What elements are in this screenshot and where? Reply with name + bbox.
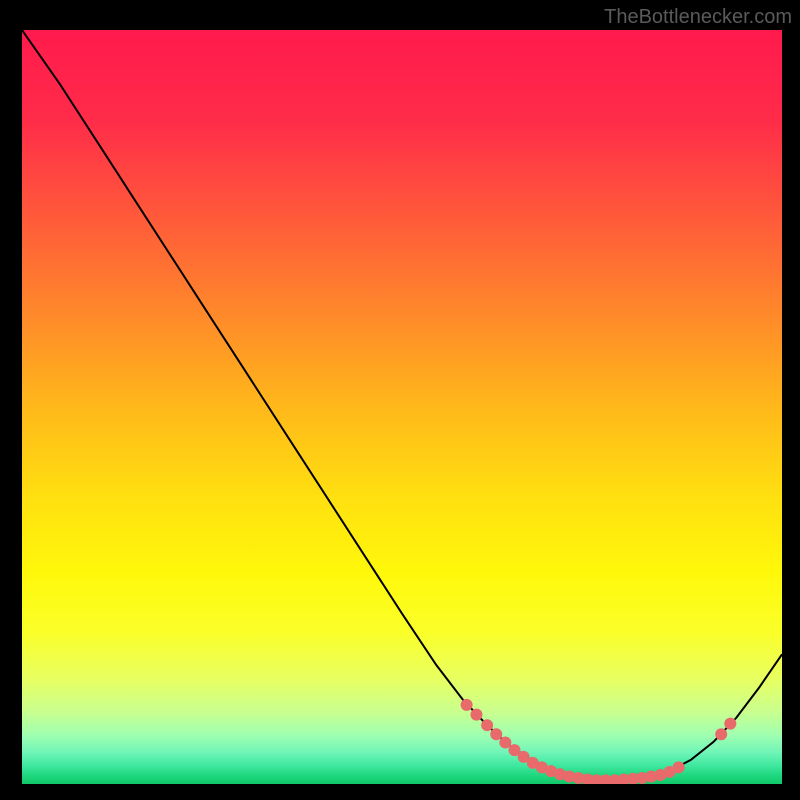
marker-group — [461, 699, 737, 784]
attribution-text: TheBottlenecker.com — [604, 6, 792, 29]
plot-area — [22, 30, 782, 784]
data-marker — [724, 718, 736, 730]
data-marker — [673, 761, 685, 773]
curve-line — [22, 30, 782, 780]
chart-overlay — [22, 30, 782, 784]
data-marker — [715, 728, 727, 740]
data-marker — [481, 719, 493, 731]
data-marker — [461, 699, 473, 711]
data-marker — [490, 728, 502, 740]
data-marker — [470, 709, 482, 721]
